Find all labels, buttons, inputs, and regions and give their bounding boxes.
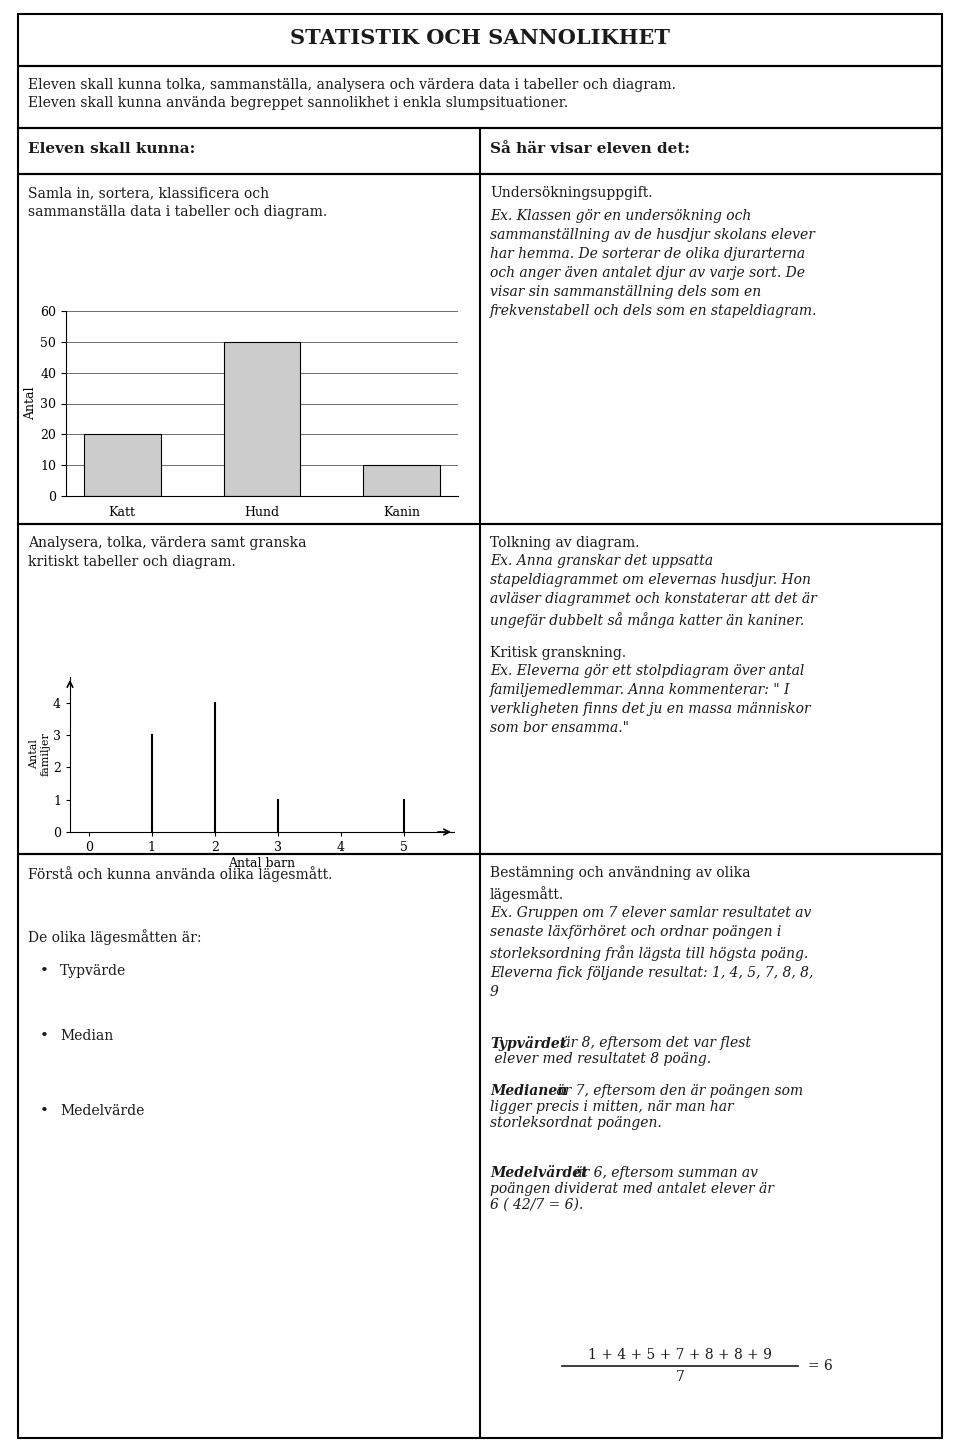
Text: Eleven skall kunna tolka, sammanställa, analysera och värdera data i tabeller oc: Eleven skall kunna tolka, sammanställa, … bbox=[28, 78, 676, 91]
Text: ligger precis i mitten, när man har: ligger precis i mitten, när man har bbox=[490, 1101, 733, 1114]
Text: Eleven skall kunna:: Eleven skall kunna: bbox=[28, 142, 195, 155]
Text: Ex. Eleverna gör ett stolpdiagram över antal
familjemedlemmar. Anna kommenterar:: Ex. Eleverna gör ett stolpdiagram över a… bbox=[490, 664, 810, 735]
Text: Median: Median bbox=[60, 1029, 113, 1043]
Text: •: • bbox=[40, 1104, 49, 1118]
Bar bbox=[363, 465, 441, 497]
Text: är 6, eftersom summan av: är 6, eftersom summan av bbox=[570, 1166, 758, 1180]
Text: är 8, eftersom det var flest: är 8, eftersom det var flest bbox=[558, 1035, 751, 1050]
Text: Typvärde: Typvärde bbox=[60, 964, 127, 979]
Y-axis label: Antal
familjer: Antal familjer bbox=[29, 733, 50, 777]
Y-axis label: Antal: Antal bbox=[25, 386, 37, 420]
Text: Kritisk granskning.: Kritisk granskning. bbox=[490, 646, 626, 661]
Bar bbox=[18, 128, 942, 174]
Bar bbox=[18, 65, 942, 128]
Text: 7: 7 bbox=[676, 1371, 684, 1384]
Text: Medianen: Medianen bbox=[490, 1085, 567, 1098]
X-axis label: Antal barn: Antal barn bbox=[228, 857, 296, 870]
Text: Ex. Klassen gör en undersökning och
sammanställning av de husdjur skolans elever: Ex. Klassen gör en undersökning och samm… bbox=[490, 209, 817, 318]
Text: storleksordnat poängen.: storleksordnat poängen. bbox=[490, 1117, 661, 1130]
Text: •: • bbox=[40, 964, 49, 979]
Bar bbox=[84, 434, 160, 497]
Bar bbox=[18, 854, 942, 1437]
Text: •: • bbox=[40, 1029, 49, 1043]
Text: Eleven skall kunna använda begreppet sannolikhet i enkla slumpsituationer.: Eleven skall kunna använda begreppet san… bbox=[28, 96, 568, 110]
Text: 1 + 4 + 5 + 7 + 8 + 8 + 9: 1 + 4 + 5 + 7 + 8 + 8 + 9 bbox=[588, 1347, 772, 1362]
Text: Samla in, sortera, klassificera och
sammanställa data i tabeller och diagram.: Samla in, sortera, klassificera och samm… bbox=[28, 186, 327, 219]
Bar bbox=[18, 174, 942, 524]
Bar bbox=[18, 524, 942, 854]
Text: Analysera, tolka, värdera samt granska
kritiskt tabeller och diagram.: Analysera, tolka, värdera samt granska k… bbox=[28, 536, 306, 569]
Bar bbox=[224, 341, 300, 497]
Text: Bestämning och användning av olika
lägesmått.: Bestämning och användning av olika läges… bbox=[490, 865, 751, 902]
Text: Ex. Gruppen om 7 elever samlar resultatet av
senaste läxförhöret och ordnar poän: Ex. Gruppen om 7 elever samlar resultate… bbox=[490, 906, 813, 999]
Text: 6 ( 42/7 = 6).: 6 ( 42/7 = 6). bbox=[490, 1198, 584, 1212]
Text: elever med resultatet 8 poäng.: elever med resultatet 8 poäng. bbox=[490, 1053, 711, 1066]
Text: Tolkning av diagram.: Tolkning av diagram. bbox=[490, 536, 639, 550]
Text: Medelvärdet: Medelvärdet bbox=[490, 1166, 588, 1180]
Text: Så här visar eleven det:: Så här visar eleven det: bbox=[490, 142, 690, 155]
Text: STATISTIK OCH SANNOLIKHET: STATISTIK OCH SANNOLIKHET bbox=[290, 28, 670, 48]
Text: = 6: = 6 bbox=[808, 1359, 832, 1374]
Text: Förstå och kunna använda olika lägesmått.: Förstå och kunna använda olika lägesmått… bbox=[28, 865, 332, 881]
Text: De olika lägesmåtten är:: De olika lägesmåtten är: bbox=[28, 929, 202, 945]
Text: Ex. Anna granskar det uppsatta
stapeldiagrammet om elevernas husdjur. Hon
avläse: Ex. Anna granskar det uppsatta stapeldia… bbox=[490, 555, 817, 627]
Text: Medelvärde: Medelvärde bbox=[60, 1104, 144, 1118]
Text: Undersökningsuppgift.: Undersökningsuppgift. bbox=[490, 186, 653, 200]
Text: poängen dividerat med antalet elever är: poängen dividerat med antalet elever är bbox=[490, 1182, 774, 1196]
Text: är 7, eftersom den är poängen som: är 7, eftersom den är poängen som bbox=[552, 1085, 804, 1098]
Text: Typvärdet: Typvärdet bbox=[490, 1035, 566, 1051]
Bar bbox=[18, 15, 942, 65]
